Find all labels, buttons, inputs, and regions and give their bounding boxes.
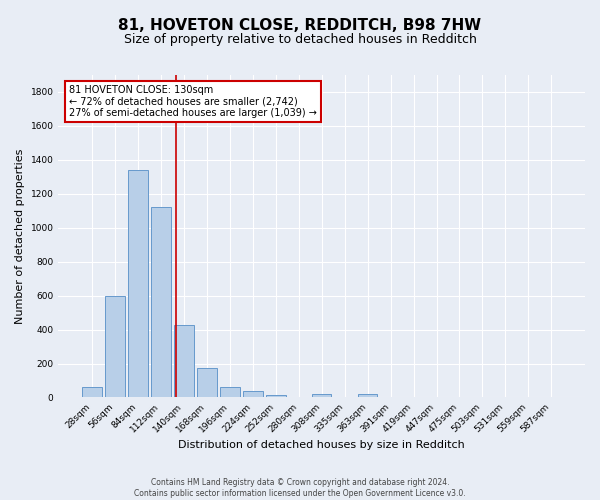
Bar <box>82 388 102 398</box>
Text: Size of property relative to detached houses in Redditch: Size of property relative to detached ho… <box>124 32 476 46</box>
Bar <box>106 296 125 398</box>
Bar <box>220 388 239 398</box>
Bar <box>174 326 194 398</box>
Y-axis label: Number of detached properties: Number of detached properties <box>15 148 25 324</box>
Bar <box>358 394 377 398</box>
Text: 81 HOVETON CLOSE: 130sqm
← 72% of detached houses are smaller (2,742)
27% of sem: 81 HOVETON CLOSE: 130sqm ← 72% of detach… <box>69 84 317 118</box>
X-axis label: Distribution of detached houses by size in Redditch: Distribution of detached houses by size … <box>178 440 465 450</box>
Bar <box>151 208 171 398</box>
Bar <box>243 390 263 398</box>
Bar <box>266 395 286 398</box>
Bar <box>197 368 217 398</box>
Text: 81, HOVETON CLOSE, REDDITCH, B98 7HW: 81, HOVETON CLOSE, REDDITCH, B98 7HW <box>118 18 482 32</box>
Bar <box>312 394 331 398</box>
Bar <box>128 170 148 398</box>
Text: Contains HM Land Registry data © Crown copyright and database right 2024.
Contai: Contains HM Land Registry data © Crown c… <box>134 478 466 498</box>
